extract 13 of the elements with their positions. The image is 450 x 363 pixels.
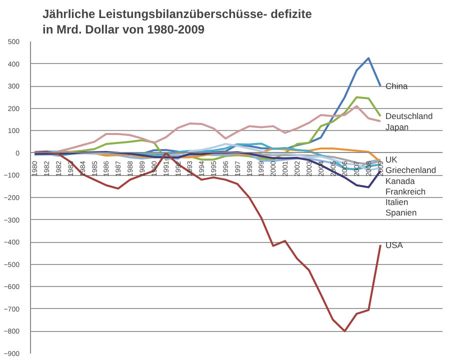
series-label: USA: [385, 240, 404, 250]
series-label: Kanada: [385, 176, 416, 186]
series-label: China: [385, 81, 408, 92]
chart-title: Jährliche Leistungsbilanzüberschüsse- defizite in Mrd. Dollar von 1980-2009: [42, 7, 312, 36]
text: Frankreich: [385, 186, 426, 196]
series-label: UK: [385, 154, 398, 165]
line-series: [34, 150, 382, 332]
text: Italien: [385, 197, 408, 208]
text: Spanien: [385, 208, 417, 218]
line-series: [34, 151, 382, 188]
series-label: Japan: [385, 122, 409, 132]
series-label: Deutschland: [385, 111, 434, 122]
series-label: Griechenland: [385, 165, 436, 176]
